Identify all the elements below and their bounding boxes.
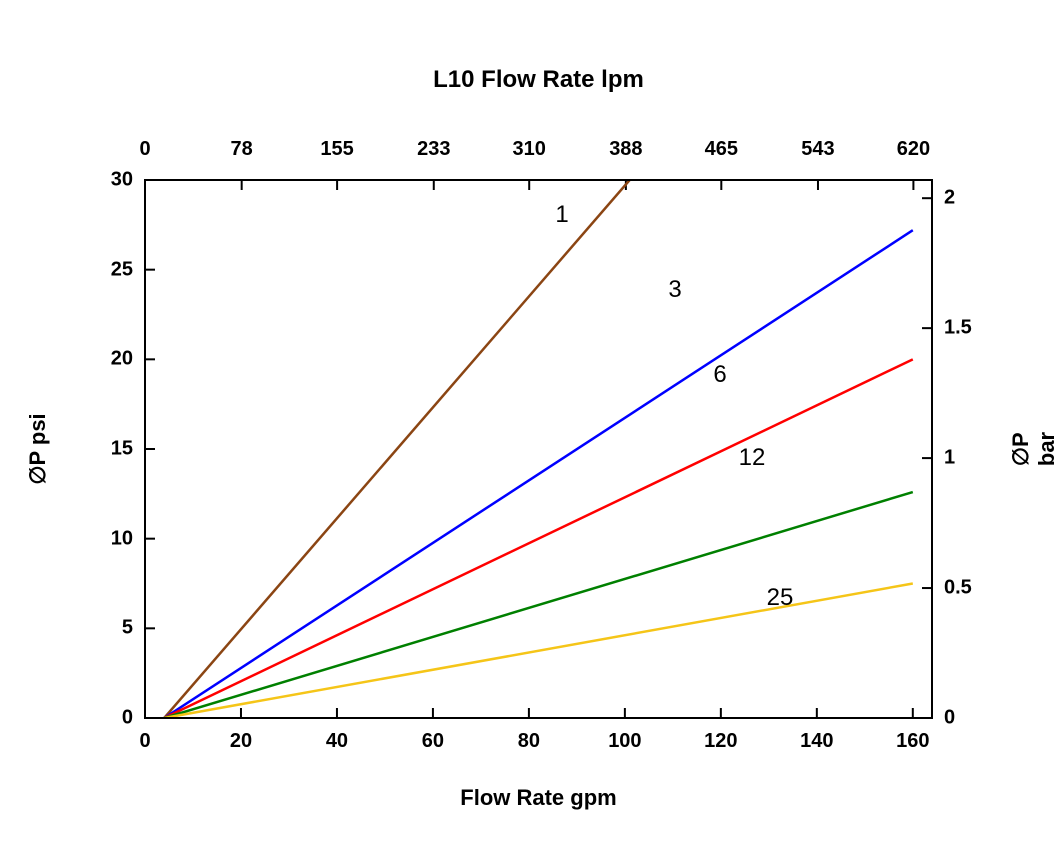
series-label-6: 6 (713, 361, 726, 389)
x-bottom-tick-label: 0 (139, 730, 150, 753)
series-label-3: 3 (668, 276, 681, 304)
y-left-tick-label: 0 (122, 707, 133, 730)
x-top-tick-label: 310 (513, 138, 546, 161)
y-left-tick-label: 15 (111, 438, 133, 461)
x-top-tick-label: 465 (705, 138, 738, 161)
y-left-tick-label: 5 (122, 617, 133, 640)
chart-container: { "chart": { "type": "line", "canvas": {… (0, 0, 1062, 868)
x-top-tick-label: 155 (320, 138, 353, 161)
y-left-tick-label: 10 (111, 527, 133, 550)
x-bottom-tick-label: 80 (518, 730, 540, 753)
x-bottom-tick-label: 160 (896, 730, 929, 753)
x-bottom-tick-label: 40 (326, 730, 348, 753)
x-top-tick-label: 543 (801, 138, 834, 161)
x-top-tick-label: 388 (609, 138, 642, 161)
x-top-tick-label: 620 (897, 138, 930, 161)
y-right-tick-label: 0 (944, 707, 955, 730)
chart-title: L10 Flow Rate lpm (433, 66, 644, 94)
x-bottom-tick-label: 60 (422, 730, 444, 753)
y-left-axis-label: ∅P psi (25, 413, 51, 484)
x-bottom-tick-label: 120 (704, 730, 737, 753)
y-right-tick-label: 1.5 (944, 317, 972, 340)
x-bottom-tick-label: 20 (230, 730, 252, 753)
y-right-axis-label: ∅P bar (1008, 432, 1060, 466)
y-left-tick-label: 25 (111, 258, 133, 281)
y-left-tick-label: 30 (111, 169, 133, 192)
series-label-25: 25 (767, 584, 794, 612)
x-bottom-tick-label: 140 (800, 730, 833, 753)
y-left-tick-label: 20 (111, 348, 133, 371)
y-right-tick-label: 2 (944, 187, 955, 210)
y-right-tick-label: 0.5 (944, 577, 972, 600)
series-label-12: 12 (739, 444, 766, 472)
x-axis-label: Flow Rate gpm (460, 785, 616, 811)
x-top-tick-label: 0 (139, 138, 150, 161)
y-right-tick-label: 1 (944, 447, 955, 470)
x-bottom-tick-label: 100 (608, 730, 641, 753)
x-top-tick-label: 233 (417, 138, 450, 161)
x-top-tick-label: 78 (231, 138, 253, 161)
series-label-1: 1 (555, 201, 568, 229)
